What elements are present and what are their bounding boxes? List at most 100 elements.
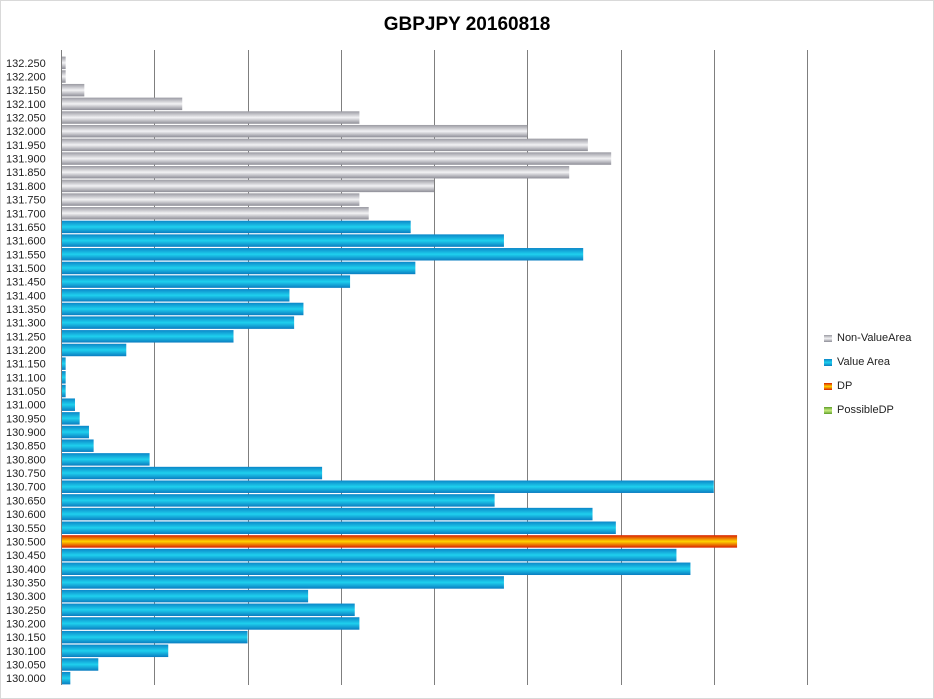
bar-value-area xyxy=(61,644,169,658)
y-tick-label: 131.700 xyxy=(6,208,46,220)
y-tick-label: 130.200 xyxy=(6,618,46,630)
y-tick-label: 132.050 xyxy=(6,113,46,125)
y-tick-label: 130.550 xyxy=(6,523,46,535)
y-tick-label: 130.450 xyxy=(6,550,46,562)
y-tick-label: 131.550 xyxy=(6,249,46,261)
legend-item-dp: DP xyxy=(824,374,932,398)
bar-value-area xyxy=(61,548,677,562)
bar-value-area xyxy=(61,412,80,425)
chart-title: GBPJPY 20160818 xyxy=(383,14,551,35)
y-tick-label: 130.950 xyxy=(6,413,46,425)
bar-non-valuearea xyxy=(61,193,360,206)
y-tick-label: 131.650 xyxy=(6,222,46,234)
legend-swatch-value-area xyxy=(824,358,832,366)
y-tick-label: 131.500 xyxy=(6,263,46,275)
bar-value-area xyxy=(61,521,616,534)
y-tick-label: 132.200 xyxy=(6,72,46,84)
bar-value-area xyxy=(61,453,150,466)
legend-swatch-dp xyxy=(824,382,832,390)
bar-value-area xyxy=(61,357,66,370)
bar-non-valuearea xyxy=(61,207,369,220)
bar-value-area xyxy=(61,494,495,507)
y-tick-label: 130.250 xyxy=(6,605,46,617)
bar-value-area xyxy=(61,507,593,521)
bar-non-valuearea xyxy=(61,70,66,83)
bar-value-area xyxy=(61,658,99,671)
bar-value-area xyxy=(61,671,71,685)
bar-non-valuearea xyxy=(61,165,570,179)
y-tick-label: 130.150 xyxy=(6,632,46,644)
y-tick-label: 131.850 xyxy=(6,167,46,179)
y-tick-label: 130.050 xyxy=(6,659,46,671)
bar-non-valuearea xyxy=(61,111,360,124)
y-tick-label: 130.100 xyxy=(6,646,46,658)
bar-value-area xyxy=(61,316,295,329)
y-tick-label: 131.200 xyxy=(6,345,46,357)
legend-swatch-non-valuearea xyxy=(824,334,832,342)
y-tick-label: 131.050 xyxy=(6,386,46,398)
bar-non-valuearea xyxy=(61,97,183,111)
y-tick-label: 131.950 xyxy=(6,140,46,152)
y-tick-label: 130.400 xyxy=(6,564,46,576)
bar-value-area xyxy=(61,343,127,357)
bar-value-area xyxy=(61,302,304,316)
legend-label-dp: DP xyxy=(837,380,853,392)
bar-value-area xyxy=(61,439,94,452)
y-tick-label: 130.350 xyxy=(6,577,46,589)
bar-value-area xyxy=(61,248,584,261)
bar-value-area xyxy=(61,630,248,644)
bar-non-valuearea xyxy=(61,124,528,138)
bar-value-area xyxy=(61,617,360,630)
y-tick-label: 131.750 xyxy=(6,195,46,207)
bar-value-area xyxy=(61,398,75,411)
y-tick-label: 131.800 xyxy=(6,181,46,193)
y-tick-label: 130.650 xyxy=(6,495,46,507)
legend-item-value-area: Value Area xyxy=(824,350,932,374)
legend-swatch-possibledp xyxy=(824,406,832,414)
y-tick-label: 131.900 xyxy=(6,154,46,166)
y-tick-label: 132.250 xyxy=(6,58,46,70)
y-tick-label: 130.900 xyxy=(6,427,46,439)
bar-value-area xyxy=(61,466,323,480)
bar-value-area xyxy=(61,384,66,398)
bar-value-area xyxy=(61,289,290,302)
y-tick-label: 131.450 xyxy=(6,277,46,289)
bar-value-area xyxy=(61,480,714,493)
legend-item-possibledp: PossibleDP xyxy=(824,398,932,422)
y-tick-label: 131.300 xyxy=(6,318,46,330)
y-tick-label: 131.600 xyxy=(6,236,46,248)
legend-label-non-valuearea: Non-ValueArea xyxy=(837,332,912,344)
bar-value-area xyxy=(61,330,234,343)
y-tick-label: 131.250 xyxy=(6,331,46,343)
bar-value-area xyxy=(61,589,309,603)
y-tick-label: 132.100 xyxy=(6,99,46,111)
legend-label-possibledp: PossibleDP xyxy=(837,404,894,416)
y-tick-label: 130.000 xyxy=(6,673,46,685)
y-tick-label: 130.800 xyxy=(6,454,46,466)
y-tick-label: 131.350 xyxy=(6,304,46,316)
legend-item-non-valuearea: Non-ValueArea xyxy=(824,326,932,350)
y-tick-label: 130.750 xyxy=(6,468,46,480)
y-tick-label: 130.600 xyxy=(6,509,46,521)
y-tick-label: 132.150 xyxy=(6,85,46,97)
bar-value-area xyxy=(61,275,351,288)
chart-legend: Non-ValueArea Value Area DP PossibleDP xyxy=(824,326,932,422)
bar-non-valuearea xyxy=(61,179,434,193)
y-tick-label: 130.300 xyxy=(6,591,46,603)
bar-value-area xyxy=(61,425,89,439)
bar-non-valuearea xyxy=(61,138,588,152)
bar-value-area xyxy=(61,371,66,384)
bar-value-area xyxy=(61,562,691,576)
y-tick-label: 131.150 xyxy=(6,359,46,371)
bar-value-area xyxy=(61,603,355,617)
y-tick-label: 130.850 xyxy=(6,441,46,453)
bar-value-area xyxy=(61,220,411,234)
y-tick-label: 131.400 xyxy=(6,290,46,302)
y-tick-label: 130.700 xyxy=(6,482,46,494)
bar-value-area xyxy=(61,234,504,247)
y-tick-label: 130.500 xyxy=(6,536,46,548)
bar-non-valuearea xyxy=(61,83,85,97)
y-tick-label: 131.100 xyxy=(6,372,46,384)
bar-value-area xyxy=(61,576,504,589)
